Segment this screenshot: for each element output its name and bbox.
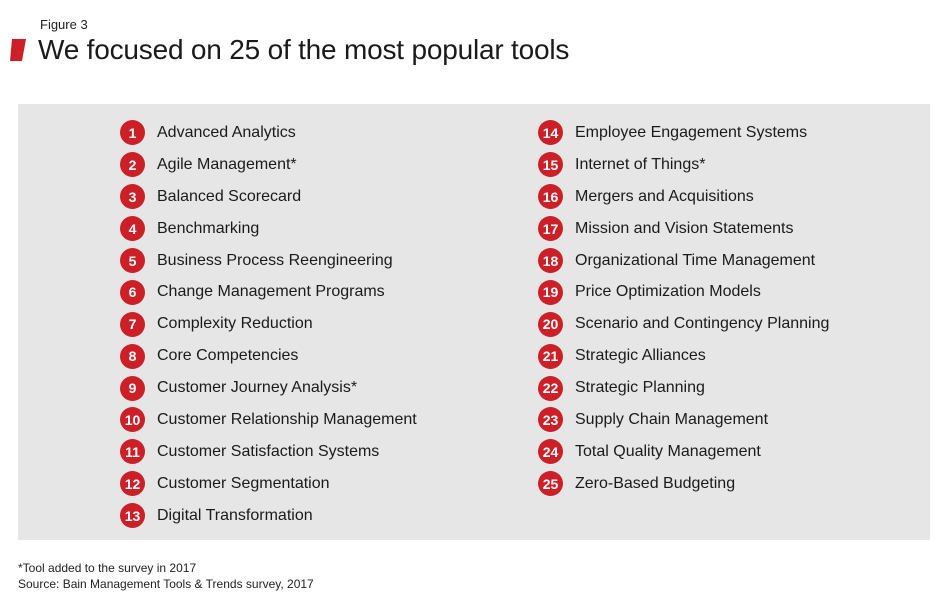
number-badge: 2 — [120, 152, 145, 178]
number-badge: 9 — [120, 375, 145, 401]
tool-label: Change Management Programs — [157, 283, 385, 301]
tool-item: 23 Supply Chain Management — [538, 404, 829, 436]
tool-label: Total Quality Management — [575, 442, 761, 460]
tool-label: Internet of Things* — [575, 155, 706, 173]
tool-label: Balanced Scorecard — [157, 187, 302, 205]
number-badge: 22 — [538, 375, 563, 401]
number-badge: 3 — [120, 184, 145, 210]
tool-item: 11 Customer Satisfaction Systems — [120, 436, 417, 468]
number-badge: 21 — [538, 343, 563, 369]
number-badge: 19 — [538, 279, 563, 305]
tool-label: Advanced Analytics — [157, 123, 296, 141]
tool-item: 24 Total Quality Management — [538, 436, 829, 468]
number-badge: 5 — [120, 248, 145, 273]
tool-item: 14 Employee Engagement Systems — [538, 117, 829, 149]
footnote-source: Source: Bain Management Tools & Trends s… — [18, 577, 314, 591]
number-badge: 16 — [538, 184, 563, 210]
tool-label: Agile Management* — [157, 155, 297, 173]
number-badge: 4 — [120, 216, 145, 242]
figure-label: Figure 3 — [40, 17, 88, 32]
number-badge: 23 — [538, 407, 563, 433]
number-badge: 1 — [120, 120, 145, 146]
tool-label: Customer Journey Analysis* — [157, 379, 358, 397]
tool-item: 10 Customer Relationship Management — [120, 404, 417, 436]
tool-item: 16 Mergers and Acquisitions — [538, 181, 829, 213]
tool-item: 7 Complexity Reduction — [120, 308, 417, 340]
tool-item: 19 Price Optimization Models — [538, 276, 829, 308]
number-badge: 10 — [120, 407, 145, 433]
tool-item: 8 Core Competencies — [120, 340, 417, 372]
tool-item: 22 Strategic Planning — [538, 372, 829, 404]
number-badge: 14 — [538, 120, 563, 146]
tool-item: 3 Balanced Scorecard — [120, 181, 417, 213]
tool-label: Mission and Vision Statements — [575, 219, 794, 237]
tool-label: Price Optimization Models — [575, 283, 761, 301]
tool-label: Organizational Time Management — [575, 251, 816, 269]
number-badge: 15 — [538, 152, 563, 178]
tool-item: 12 Customer Segmentation — [120, 468, 417, 500]
number-badge: 7 — [120, 311, 145, 337]
tool-label: Customer Satisfaction Systems — [157, 442, 380, 460]
number-badge: 13 — [120, 503, 145, 529]
tool-label: Customer Segmentation — [157, 474, 330, 492]
tool-item: 25 Zero-Based Budgeting — [538, 468, 829, 500]
page-title: We focused on 25 of the most popular too… — [38, 34, 570, 65]
number-badge: 8 — [120, 343, 145, 369]
tools-panel: 1 Advanced Analytics 2 Agile Management* 3 Ba… — [18, 104, 930, 540]
tool-item: 6 Change Management Programs — [120, 276, 417, 308]
number-badge: 25 — [538, 471, 563, 497]
tool-label: Business Process Reengineering — [157, 251, 393, 269]
tools-list-right: 14 Employee Engagement Systems 15 Internet … — [538, 117, 829, 500]
tool-item: 2 Agile Management* — [120, 149, 417, 181]
tool-label: Customer Relationship Management — [157, 410, 417, 428]
tool-item: 1 Advanced Analytics — [120, 117, 417, 149]
tool-label: Digital Transformation — [157, 506, 313, 524]
tool-item: 18 Organizational Time Management — [538, 245, 829, 277]
tool-item: 13 Digital Transformation — [120, 500, 417, 532]
tool-label: Benchmarking — [157, 219, 260, 237]
number-badge: 6 — [120, 279, 145, 305]
tool-item: 15 Internet of Things* — [538, 149, 829, 181]
tool-label: Employee Engagement Systems — [575, 123, 808, 141]
tool-label: Core Competencies — [157, 347, 299, 365]
number-badge: 24 — [538, 439, 563, 465]
tool-label: Strategic Alliances — [575, 347, 706, 365]
tool-label: Complexity Reduction — [157, 315, 313, 333]
footnote-note: *Tool added to the survey in 2017 — [18, 561, 197, 575]
tool-item: 5 Business Process Reengineering — [120, 245, 417, 277]
tool-label: Mergers and Acquisitions — [575, 187, 754, 205]
title-row: We focused on 25 of the most popular too… — [10, 34, 569, 66]
red-parallelogram-icon — [10, 39, 26, 61]
tool-item: 9 Customer Journey Analysis* — [120, 372, 417, 404]
tool-label: Strategic Planning — [575, 379, 705, 397]
number-badge: 18 — [538, 248, 563, 273]
tool-item: 4 Benchmarking — [120, 213, 417, 245]
number-badge: 11 — [120, 439, 145, 465]
tool-item: 17 Mission and Vision Statements — [538, 213, 829, 245]
tool-label: Supply Chain Management — [575, 410, 769, 428]
tool-label: Zero-Based Budgeting — [575, 474, 736, 492]
number-badge: 20 — [538, 311, 563, 337]
tool-item: 21 Strategic Alliances — [538, 340, 829, 372]
number-badge: 17 — [538, 216, 563, 242]
tool-label: Scenario and Contingency Planning — [575, 315, 830, 333]
number-badge: 12 — [120, 471, 145, 497]
tool-item: 20 Scenario and Contingency Planning — [538, 308, 829, 340]
tools-list-left: 1 Advanced Analytics 2 Agile Management* 3 Ba… — [120, 117, 417, 532]
